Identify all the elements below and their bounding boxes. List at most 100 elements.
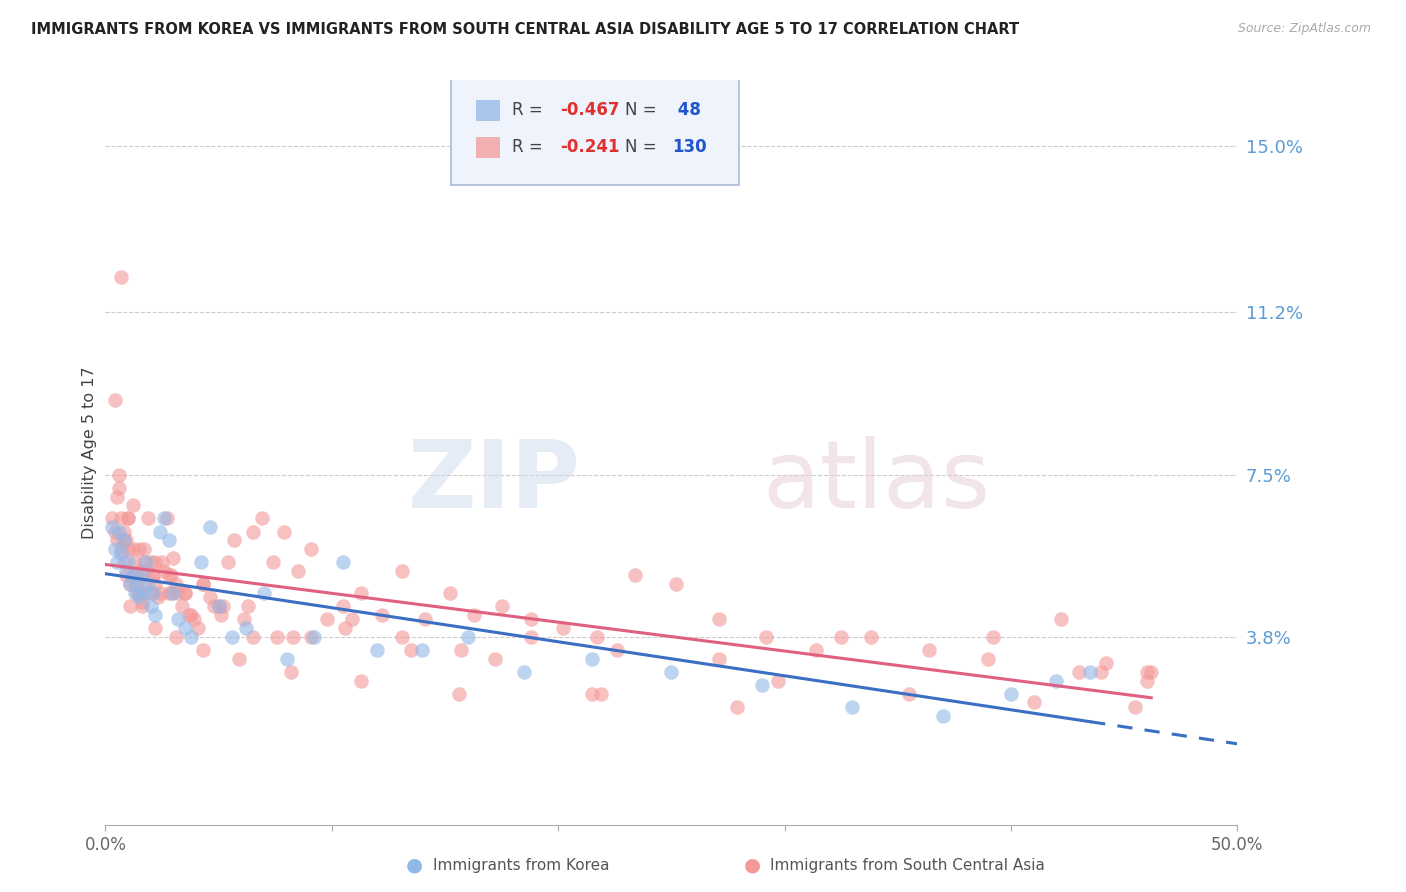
Point bbox=[110, 542, 132, 557]
Point bbox=[606, 643, 628, 657]
Point bbox=[340, 612, 363, 626]
Point bbox=[1136, 665, 1159, 679]
Point bbox=[120, 577, 142, 591]
Point bbox=[335, 621, 357, 635]
Point bbox=[103, 542, 125, 557]
Point bbox=[520, 612, 543, 626]
Text: -0.467: -0.467 bbox=[561, 101, 620, 119]
Point bbox=[132, 542, 155, 557]
Point bbox=[179, 607, 201, 622]
Point bbox=[191, 577, 214, 591]
Point bbox=[332, 599, 354, 613]
Text: IMMIGRANTS FROM KOREA VS IMMIGRANTS FROM SOUTH CENTRAL ASIA DISABILITY AGE 5 TO : IMMIGRANTS FROM KOREA VS IMMIGRANTS FROM… bbox=[31, 22, 1019, 37]
Point bbox=[114, 568, 136, 582]
Point bbox=[117, 555, 139, 569]
Point bbox=[128, 586, 150, 600]
Point bbox=[132, 586, 155, 600]
Point bbox=[217, 555, 239, 569]
Point bbox=[235, 621, 257, 635]
Point bbox=[932, 708, 955, 723]
Point bbox=[153, 511, 176, 525]
Point bbox=[112, 533, 135, 548]
Point bbox=[262, 555, 284, 569]
Point bbox=[447, 687, 470, 701]
Point bbox=[202, 599, 225, 613]
Point bbox=[143, 577, 166, 591]
Point bbox=[287, 564, 309, 578]
Point bbox=[105, 555, 128, 569]
Point bbox=[150, 555, 173, 569]
Point bbox=[157, 568, 180, 582]
Point bbox=[112, 524, 135, 539]
Text: Source: ZipAtlas.com: Source: ZipAtlas.com bbox=[1237, 22, 1371, 36]
Point bbox=[183, 612, 205, 626]
Point bbox=[114, 533, 136, 548]
Point bbox=[520, 630, 543, 644]
Point bbox=[105, 533, 128, 548]
FancyBboxPatch shape bbox=[475, 100, 501, 120]
Point bbox=[208, 599, 231, 613]
Point bbox=[131, 568, 153, 582]
Point bbox=[551, 621, 574, 635]
Point bbox=[142, 568, 165, 582]
Point bbox=[830, 630, 852, 644]
Point bbox=[273, 524, 295, 539]
Point bbox=[1022, 695, 1045, 709]
Point bbox=[725, 699, 748, 714]
Point bbox=[391, 630, 413, 644]
Point bbox=[124, 577, 146, 591]
Point bbox=[977, 651, 1000, 665]
Point bbox=[149, 524, 172, 539]
Point bbox=[350, 673, 373, 688]
Point bbox=[513, 665, 536, 679]
Point bbox=[167, 586, 190, 600]
Point bbox=[209, 607, 232, 622]
Point bbox=[138, 511, 160, 525]
Point bbox=[173, 586, 195, 600]
Point bbox=[491, 599, 513, 613]
Point bbox=[918, 643, 941, 657]
Point bbox=[301, 630, 323, 644]
Point bbox=[131, 595, 153, 609]
Point bbox=[143, 607, 166, 622]
Point bbox=[110, 270, 132, 285]
Point bbox=[103, 393, 125, 408]
Point bbox=[413, 612, 436, 626]
Point bbox=[302, 630, 325, 644]
Point bbox=[117, 511, 139, 525]
Point bbox=[101, 511, 124, 525]
Point bbox=[160, 586, 183, 600]
Point bbox=[103, 524, 125, 539]
Text: R =: R = bbox=[512, 138, 548, 156]
Point bbox=[266, 630, 288, 644]
Point bbox=[212, 599, 235, 613]
Point bbox=[208, 599, 231, 613]
Point bbox=[1095, 656, 1118, 670]
Point bbox=[859, 630, 882, 644]
Point bbox=[191, 577, 214, 591]
Point bbox=[221, 630, 243, 644]
FancyBboxPatch shape bbox=[475, 136, 501, 158]
Point bbox=[117, 542, 139, 557]
Point bbox=[253, 586, 276, 600]
Point bbox=[450, 643, 472, 657]
Point bbox=[841, 699, 863, 714]
Point bbox=[153, 564, 176, 578]
Point bbox=[165, 577, 187, 591]
Point bbox=[1140, 665, 1163, 679]
Text: R =: R = bbox=[512, 101, 548, 119]
Point bbox=[1125, 699, 1147, 714]
FancyBboxPatch shape bbox=[451, 71, 740, 185]
Point bbox=[138, 577, 160, 591]
Point bbox=[128, 591, 150, 605]
Point bbox=[160, 568, 183, 582]
Point bbox=[142, 568, 165, 582]
Text: ●: ● bbox=[744, 855, 761, 875]
Text: N =: N = bbox=[624, 101, 662, 119]
Point bbox=[624, 568, 647, 582]
Point bbox=[146, 591, 169, 605]
Point bbox=[139, 599, 162, 613]
Point bbox=[399, 643, 422, 657]
Point bbox=[105, 490, 128, 504]
Point bbox=[585, 630, 607, 644]
